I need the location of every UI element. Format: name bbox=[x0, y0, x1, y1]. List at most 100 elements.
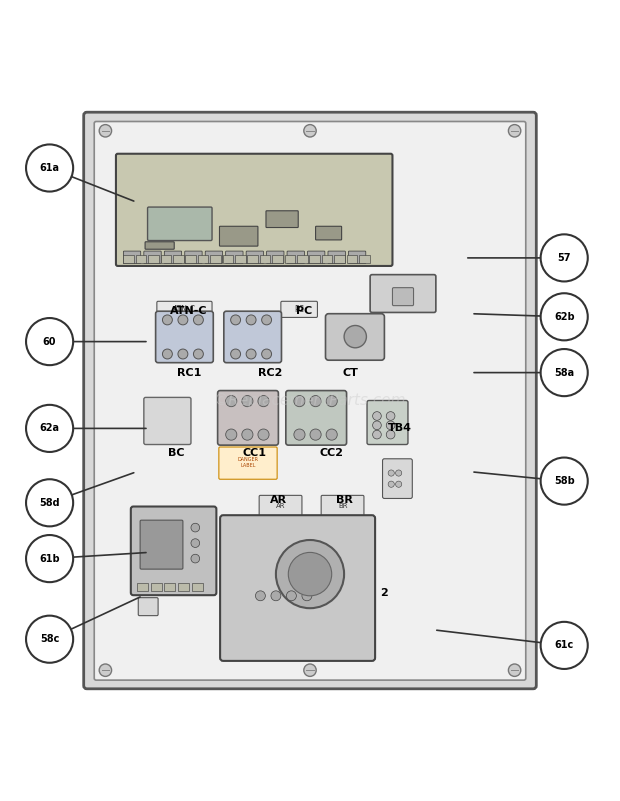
FancyBboxPatch shape bbox=[192, 583, 203, 591]
FancyBboxPatch shape bbox=[137, 583, 148, 591]
FancyBboxPatch shape bbox=[210, 256, 221, 263]
FancyBboxPatch shape bbox=[205, 251, 223, 264]
FancyBboxPatch shape bbox=[148, 256, 159, 263]
Circle shape bbox=[226, 429, 237, 441]
Text: 58a: 58a bbox=[554, 368, 574, 377]
FancyBboxPatch shape bbox=[220, 515, 375, 661]
FancyBboxPatch shape bbox=[267, 251, 284, 264]
Circle shape bbox=[191, 554, 200, 563]
FancyBboxPatch shape bbox=[370, 275, 436, 312]
FancyBboxPatch shape bbox=[347, 256, 357, 263]
FancyBboxPatch shape bbox=[246, 251, 264, 264]
FancyBboxPatch shape bbox=[164, 583, 175, 591]
FancyBboxPatch shape bbox=[287, 251, 304, 264]
Circle shape bbox=[246, 349, 256, 359]
Circle shape bbox=[162, 349, 172, 359]
Circle shape bbox=[178, 349, 188, 359]
FancyBboxPatch shape bbox=[226, 251, 243, 264]
FancyBboxPatch shape bbox=[326, 314, 384, 360]
FancyBboxPatch shape bbox=[116, 154, 392, 266]
Text: AR: AR bbox=[276, 503, 286, 509]
FancyBboxPatch shape bbox=[148, 207, 212, 240]
Circle shape bbox=[231, 315, 241, 325]
Circle shape bbox=[344, 325, 366, 348]
Circle shape bbox=[26, 405, 73, 452]
Circle shape bbox=[26, 318, 73, 365]
FancyBboxPatch shape bbox=[123, 256, 134, 263]
Text: 58d: 58d bbox=[39, 497, 60, 508]
Text: 57: 57 bbox=[557, 253, 571, 263]
FancyBboxPatch shape bbox=[173, 256, 184, 263]
FancyBboxPatch shape bbox=[198, 256, 208, 263]
FancyBboxPatch shape bbox=[359, 256, 370, 263]
Circle shape bbox=[508, 664, 521, 676]
FancyBboxPatch shape bbox=[140, 520, 183, 570]
Text: ©ReplacementParts.com: ©ReplacementParts.com bbox=[214, 393, 406, 408]
FancyBboxPatch shape bbox=[145, 242, 174, 249]
Circle shape bbox=[508, 125, 521, 137]
FancyBboxPatch shape bbox=[164, 251, 182, 264]
Circle shape bbox=[99, 664, 112, 676]
Circle shape bbox=[310, 429, 321, 441]
Circle shape bbox=[388, 481, 394, 487]
Text: TB4: TB4 bbox=[388, 424, 412, 433]
Circle shape bbox=[26, 144, 73, 191]
Circle shape bbox=[373, 430, 381, 439]
Circle shape bbox=[246, 315, 256, 325]
Text: 62a: 62a bbox=[40, 424, 60, 433]
Text: 61a: 61a bbox=[40, 163, 60, 173]
FancyBboxPatch shape bbox=[259, 495, 302, 517]
FancyBboxPatch shape bbox=[223, 256, 233, 263]
FancyBboxPatch shape bbox=[383, 459, 412, 498]
Circle shape bbox=[396, 470, 402, 476]
FancyBboxPatch shape bbox=[247, 256, 258, 263]
Text: 2: 2 bbox=[381, 588, 388, 598]
Circle shape bbox=[286, 591, 296, 601]
FancyBboxPatch shape bbox=[219, 447, 277, 479]
FancyBboxPatch shape bbox=[84, 112, 536, 689]
Circle shape bbox=[288, 553, 332, 596]
Circle shape bbox=[326, 396, 337, 407]
Circle shape bbox=[373, 421, 381, 429]
Text: RC2: RC2 bbox=[257, 368, 282, 377]
Circle shape bbox=[191, 523, 200, 532]
Circle shape bbox=[310, 396, 321, 407]
Circle shape bbox=[541, 349, 588, 396]
FancyBboxPatch shape bbox=[161, 256, 171, 263]
Text: 58c: 58c bbox=[40, 634, 60, 644]
FancyBboxPatch shape bbox=[281, 301, 317, 317]
FancyBboxPatch shape bbox=[348, 251, 366, 264]
Circle shape bbox=[386, 430, 395, 439]
Circle shape bbox=[541, 622, 588, 669]
Circle shape bbox=[304, 664, 316, 676]
Circle shape bbox=[276, 540, 344, 608]
Circle shape bbox=[26, 535, 73, 582]
FancyBboxPatch shape bbox=[272, 256, 283, 263]
FancyBboxPatch shape bbox=[136, 256, 146, 263]
Text: BC: BC bbox=[169, 449, 185, 458]
FancyBboxPatch shape bbox=[316, 226, 342, 240]
Circle shape bbox=[26, 479, 73, 526]
Circle shape bbox=[226, 396, 237, 407]
FancyBboxPatch shape bbox=[334, 256, 345, 263]
Circle shape bbox=[242, 429, 253, 441]
Text: 61b: 61b bbox=[39, 553, 60, 564]
FancyBboxPatch shape bbox=[185, 256, 196, 263]
Text: 62b: 62b bbox=[554, 312, 575, 322]
Text: AR: AR bbox=[270, 495, 288, 505]
FancyBboxPatch shape bbox=[123, 251, 141, 264]
Circle shape bbox=[26, 616, 73, 662]
FancyBboxPatch shape bbox=[260, 256, 270, 263]
Circle shape bbox=[193, 349, 203, 359]
FancyBboxPatch shape bbox=[266, 211, 298, 227]
FancyBboxPatch shape bbox=[367, 400, 408, 445]
Circle shape bbox=[373, 412, 381, 421]
Circle shape bbox=[258, 396, 269, 407]
FancyBboxPatch shape bbox=[219, 226, 258, 246]
Text: CC1: CC1 bbox=[242, 449, 266, 458]
FancyBboxPatch shape bbox=[185, 251, 202, 264]
Text: CT: CT bbox=[342, 368, 358, 377]
Circle shape bbox=[304, 125, 316, 137]
FancyBboxPatch shape bbox=[218, 391, 278, 445]
Circle shape bbox=[178, 315, 188, 325]
